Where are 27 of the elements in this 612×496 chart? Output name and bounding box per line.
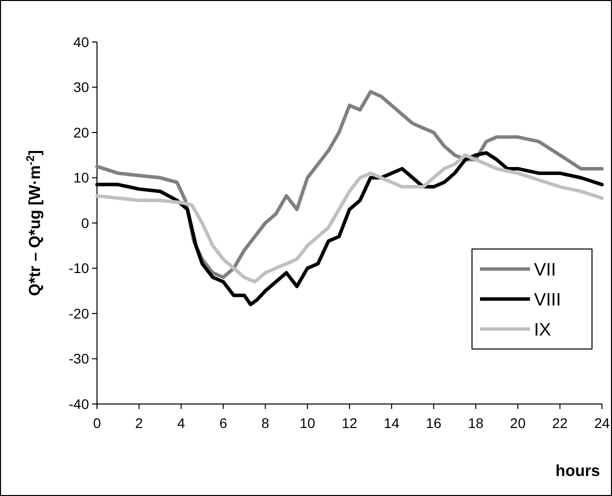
x-tick-label: 6 bbox=[219, 415, 228, 431]
legend-label: VII bbox=[534, 259, 556, 280]
y-tick-label: -20 bbox=[68, 305, 90, 322]
x-tick-label: 0 bbox=[93, 415, 102, 431]
x-tick-label: 4 bbox=[177, 415, 186, 431]
y-tick-label: -10 bbox=[68, 260, 90, 276]
y-tick-label: -40 bbox=[68, 396, 90, 412]
x-tick-label: 10 bbox=[300, 415, 316, 431]
x-axis-title: hours bbox=[556, 463, 600, 480]
x-tick-label: 22 bbox=[552, 415, 568, 431]
legend-label: IX bbox=[534, 319, 552, 340]
x-tick-label: 24 bbox=[594, 415, 610, 431]
x-tick-label: 12 bbox=[342, 415, 358, 431]
x-tick-label: 8 bbox=[261, 415, 270, 431]
y-tick-label: 40 bbox=[73, 34, 90, 50]
y-tick-label: 0 bbox=[81, 214, 90, 231]
x-tick-label: 16 bbox=[426, 415, 442, 431]
x-tick-label: 18 bbox=[468, 415, 484, 431]
x-tick-label: 20 bbox=[510, 415, 526, 431]
legend-label: VIII bbox=[534, 289, 562, 310]
y-tick-label: 10 bbox=[73, 170, 90, 186]
line-series bbox=[95, 153, 604, 284]
y-tick-label: -30 bbox=[68, 350, 90, 367]
x-tick-label: 2 bbox=[135, 415, 144, 431]
y-tick-label: 30 bbox=[73, 79, 90, 96]
y-tick-label: 20 bbox=[73, 124, 90, 140]
x-tick-label: 14 bbox=[384, 415, 400, 431]
